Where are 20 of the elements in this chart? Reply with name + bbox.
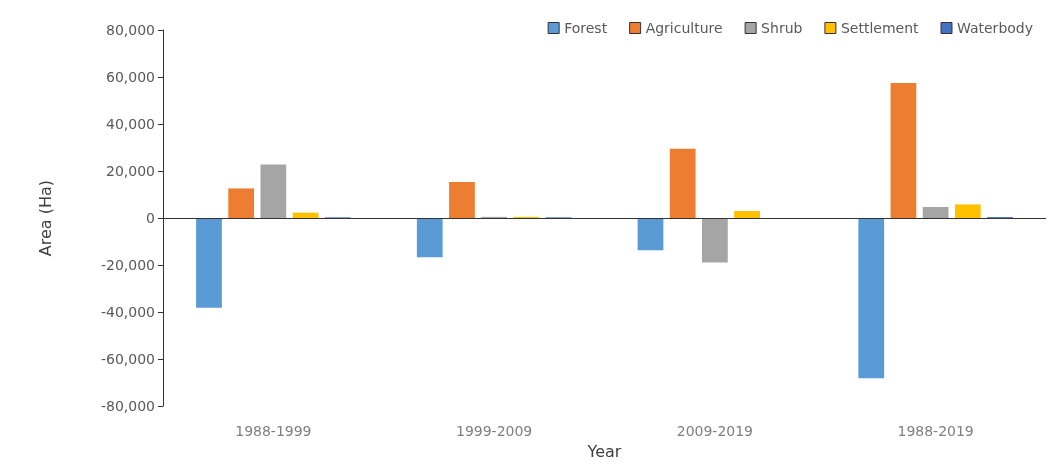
y-tick-label: 40,000 <box>106 116 155 133</box>
x-axis-title: Year <box>586 441 622 461</box>
y-tick-label: 80,000 <box>106 22 155 38</box>
y-axis-title: Area (Ha) <box>35 179 55 257</box>
legend-label: Agriculture <box>645 20 723 36</box>
y-tick-label: -20,000 <box>100 257 155 274</box>
legend-label: Shrub <box>761 20 803 36</box>
y-tick-label: 60,000 <box>106 69 155 86</box>
x-tick-label: 1988-2019 <box>897 423 974 440</box>
x-tick-label: 2009-2019 <box>676 423 754 440</box>
legend-label: Forest <box>564 20 608 36</box>
y-tick-label: -40,000 <box>100 304 155 321</box>
x-tick-label: 1988-1999 <box>235 423 312 440</box>
y-tick-label: -80,000 <box>100 398 155 415</box>
x-tick-label: 1999-2009 <box>455 423 533 440</box>
y-tick-label: 0 <box>146 210 155 227</box>
y-tick-label: -60,000 <box>100 351 155 368</box>
y-tick-label: 20,000 <box>106 163 155 180</box>
legend-label: Settlement <box>840 20 919 36</box>
legend-label: Waterbody <box>956 20 1034 36</box>
